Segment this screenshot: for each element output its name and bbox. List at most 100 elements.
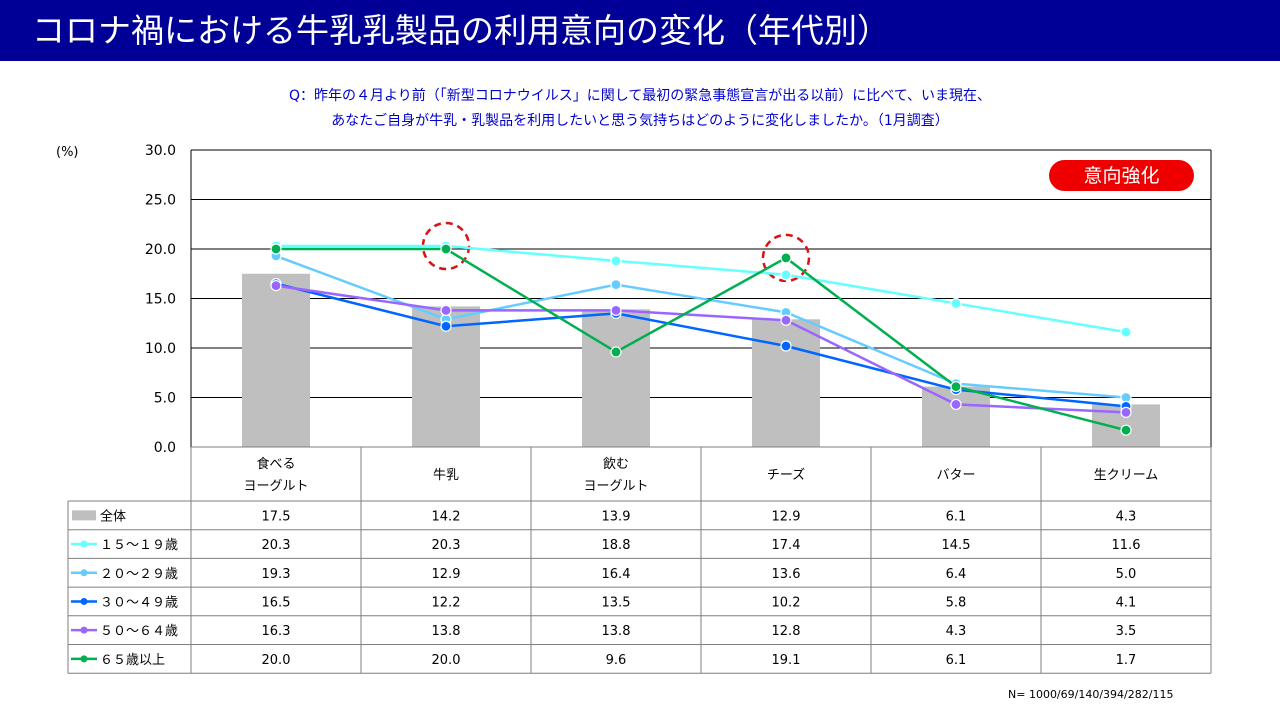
table-cell-value: 12.8	[772, 624, 801, 639]
category-label: ヨーグルト	[243, 479, 308, 494]
series-3-point	[440, 320, 452, 332]
y-tick-label: 20.0	[145, 242, 176, 258]
series-line-3	[275, 282, 1127, 408]
series-2-point	[610, 279, 622, 291]
series-1-point	[950, 297, 962, 310]
category-label: バター	[936, 468, 975, 483]
series-line-1	[276, 244, 1127, 334]
y-tick-label: 5.0	[154, 391, 176, 407]
table-cell-value: 19.1	[772, 653, 801, 668]
bar-3	[582, 309, 650, 447]
legend-swatch-marker	[80, 597, 88, 605]
table-cell-value: 20.3	[262, 538, 291, 553]
y-tick-label: 25.0	[145, 193, 176, 209]
series-1-point	[1120, 326, 1132, 338]
table-cell-value: 20.0	[262, 653, 291, 668]
legend-label: 全体	[100, 508, 126, 524]
category-label: チーズ	[767, 467, 805, 483]
table-cell-value: 17.5	[262, 509, 291, 524]
table-cell-value: 14.5	[942, 538, 971, 553]
table-cell-value: 17.4	[772, 538, 801, 553]
table-cell-value: 5.8	[946, 595, 967, 610]
question-line-1: Q：昨年の４月より前（「新型コロナウイルス」に関して最初の緊急事態宣言が出る以前…	[288, 88, 992, 104]
category-label: 生クリーム	[1094, 468, 1159, 483]
series-4-point	[270, 280, 282, 292]
table-cell-value: 3.5	[1116, 624, 1137, 639]
table-cell-value: 11.6	[1112, 538, 1141, 553]
highlight-circle-1	[421, 221, 471, 271]
question-line-2: あなたご自身が牛乳・乳製品を利用したいと思う気持ちはどのように変化しましたか。（…	[331, 113, 949, 129]
series-4-point	[950, 398, 962, 411]
table-cell-value: 20.0	[432, 653, 461, 668]
table-cell-value: 12.9	[772, 509, 801, 524]
table-cell-value: 12.2	[432, 595, 461, 610]
y-tick-label: 10.0	[145, 341, 176, 357]
legend-swatch-marker	[80, 569, 88, 577]
series-5-point	[1120, 424, 1132, 436]
legend-label: １５～１９歳	[100, 538, 178, 553]
bar-1	[242, 273, 310, 447]
table-cell-value: 16.4	[602, 567, 631, 582]
series-4-point	[1120, 406, 1132, 418]
series-5-point	[270, 243, 282, 255]
series-5-point	[780, 252, 792, 264]
category-label: 食べる	[256, 456, 295, 472]
table-cell-value: 13.9	[602, 509, 631, 524]
category-label: ヨーグルト	[583, 479, 648, 494]
series-4-point	[780, 314, 792, 326]
category-label: 飲む	[603, 456, 629, 472]
series-1-point	[610, 255, 622, 267]
bar-4	[752, 319, 820, 447]
table-cell-value: 14.2	[432, 509, 461, 524]
legend-label: ６５歳以上	[100, 653, 165, 668]
y-tick-label: 0.0	[154, 440, 176, 456]
legend-swatch-marker	[80, 540, 88, 548]
table-cell-value: 6.4	[946, 567, 967, 582]
legend-label: ５０～６４歳	[100, 624, 178, 639]
title-bar	[0, 0, 1280, 61]
legend-swatch-marker	[80, 655, 88, 663]
page-title: コロナ禍における牛乳乳製品の利用意向の変化（年代別）	[32, 11, 890, 50]
legend-label: ３０～４９歳	[100, 595, 178, 610]
table-cell-value: 16.5	[262, 595, 291, 610]
table-cell-value: 13.8	[432, 624, 461, 639]
table-cell-value: 1.7	[1116, 653, 1137, 668]
series-5-point	[950, 381, 962, 393]
y-axis-unit-label: (%)	[56, 145, 79, 160]
table-cell-value: 13.8	[602, 624, 631, 639]
table-cell-value: 9.6	[606, 653, 627, 668]
table-cell-value: 4.3	[946, 624, 967, 639]
table-cell-value: 12.9	[432, 567, 461, 582]
series-1-point	[780, 269, 792, 281]
series-line-2	[275, 254, 1127, 399]
intent-badge	[1049, 160, 1194, 191]
bar-5	[922, 386, 990, 447]
series-4-point	[610, 304, 622, 316]
table-cell-value: 13.5	[602, 595, 631, 610]
table-cell-value: 6.1	[946, 653, 967, 668]
series-3-point	[780, 340, 792, 352]
series-line-4	[275, 284, 1127, 414]
table-cell-value: 4.3	[1116, 509, 1137, 524]
legend-label: ２０～２９歳	[100, 567, 178, 582]
legend-swatch-marker	[80, 626, 88, 634]
category-label: 牛乳	[433, 468, 459, 483]
intent-badge-label: 意向強化	[1083, 165, 1159, 187]
series-4-point	[440, 304, 452, 316]
table-cell-value: 6.1	[946, 509, 967, 524]
sample-size-note: N= 1000/69/140/394/282/115	[1008, 688, 1174, 701]
table-cell-value: 10.2	[772, 595, 801, 610]
series-5-point	[440, 243, 452, 255]
table-cell-value: 5.0	[1116, 567, 1137, 582]
table-cell-value: 13.6	[772, 567, 801, 582]
series-5-point	[610, 346, 622, 358]
y-tick-label: 15.0	[145, 292, 176, 308]
table-cell-value: 20.3	[432, 538, 461, 553]
table-cell-value: 18.8	[602, 538, 631, 553]
highlight-circle-2	[761, 233, 811, 283]
series-line-5	[276, 247, 1127, 432]
legend-swatch-bar	[72, 510, 96, 521]
table-cell-value: 19.3	[262, 567, 291, 582]
table-cell-value: 4.1	[1116, 595, 1137, 610]
